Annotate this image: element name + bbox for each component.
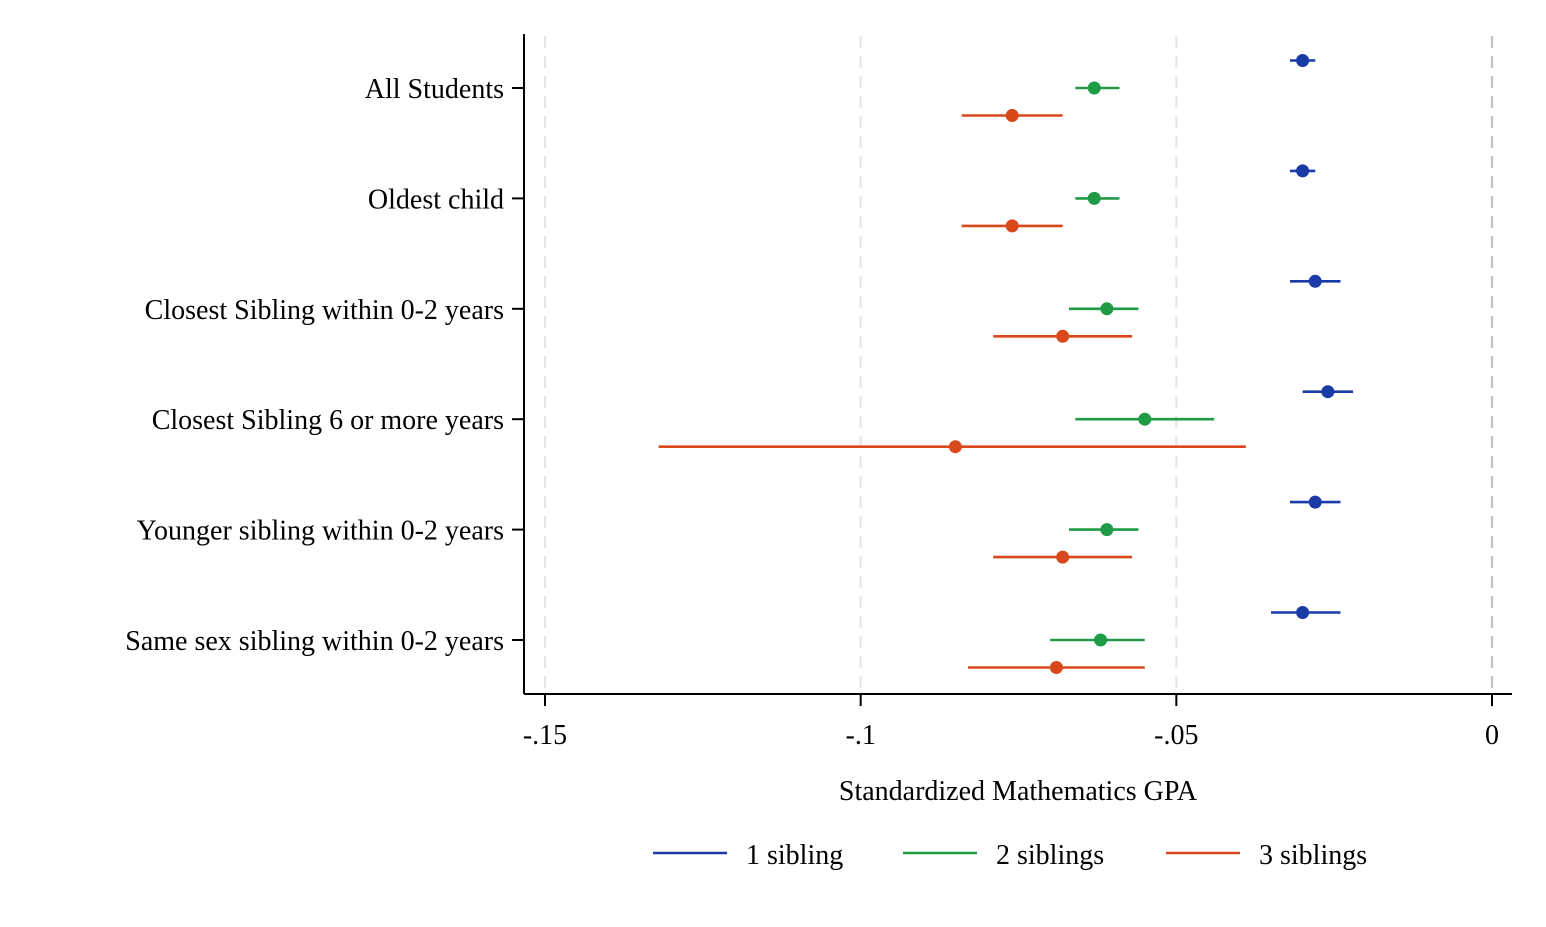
series-group [1050, 81, 1215, 647]
x-tick-label: -.1 [846, 720, 876, 751]
legend-label: 2 siblings [996, 840, 1104, 871]
point-estimate [1296, 606, 1310, 619]
point-estimate [1005, 219, 1019, 233]
point-estimate [1100, 302, 1114, 316]
point-estimate [1087, 81, 1101, 95]
point-estimate [1056, 550, 1070, 564]
y-category-label: Closest Sibling 6 or more years [152, 405, 504, 436]
point-estimate [1308, 495, 1322, 509]
gridlines [543, 36, 1494, 692]
point-estimate [1094, 633, 1108, 647]
x-tick-label: -.05 [1154, 720, 1198, 751]
axes [523, 34, 1512, 695]
y-category-label: Closest Sibling within 0-2 years [145, 295, 504, 326]
point-estimate [1056, 329, 1070, 343]
series-group [1271, 54, 1354, 619]
point-estimate [1005, 109, 1019, 122]
point-estimate [1308, 274, 1322, 288]
point-estimate [1100, 523, 1114, 537]
point-estimate [1321, 385, 1335, 399]
series-group [658, 109, 1246, 674]
legend: 1 sibling 2 siblings 3 siblings [653, 840, 1367, 871]
y-category-label: Oldest child [368, 184, 504, 215]
point-estimate [1296, 164, 1310, 178]
x-axis-label: Standardized Mathematics GPA [839, 776, 1198, 807]
series-marks [658, 54, 1354, 674]
point-estimate [948, 440, 962, 454]
legend-label: 3 siblings [1259, 840, 1367, 871]
point-estimate [1087, 191, 1101, 205]
x-tick-label: -.15 [523, 720, 567, 751]
x-tick-label: 0 [1485, 720, 1499, 751]
point-estimate [1049, 661, 1063, 674]
legend-label: 1 sibling [746, 840, 843, 871]
y-category-label: All Students [365, 74, 504, 105]
point-estimate [1296, 54, 1310, 67]
y-category-label: Same sex sibling within 0-2 years [125, 626, 504, 657]
point-estimate [1138, 412, 1152, 426]
x-tick-labels: -.15 -.1 -.05 0 [523, 694, 1499, 751]
y-tick-labels: All Students Oldest child Closest Sibling … [125, 74, 524, 657]
y-category-label: Younger sibling within 0-2 years [137, 516, 504, 547]
